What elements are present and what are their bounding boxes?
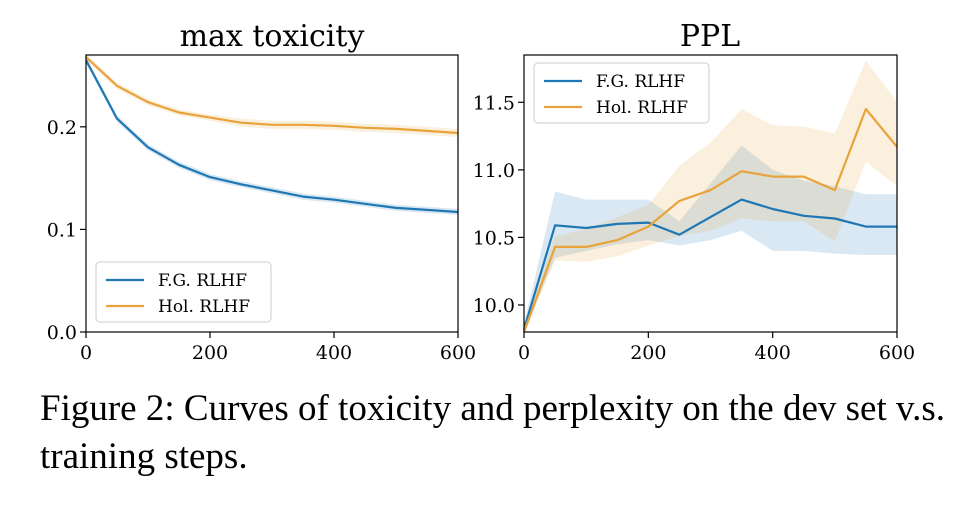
plot-frame (523, 54, 898, 333)
x-tick-label: 0 (80, 342, 92, 364)
legend: F.G. RLHF Hol. RLHF (533, 62, 710, 124)
x-tick-label: 0 (518, 342, 530, 364)
series-line-fg-rlhf (85, 59, 459, 214)
caption-label: Figure 2: (40, 388, 175, 429)
caption-text: Curves of toxicity and perplexity on the… (40, 388, 945, 477)
y-tick-label: 10.0 (473, 295, 515, 317)
chart-panel-2: PPL 0 200 400 600 10.0 10.5 11.0 11.5 F.G. RLHF Ho… (473, 19, 915, 364)
figure-caption: Figure 2: Curves of toxicity and perplex… (40, 385, 950, 481)
series-line-fg-rlhf (522, 198, 897, 330)
y-tick-label: 0.0 (47, 322, 77, 344)
legend-label-hol: Hol. RLHF (596, 98, 688, 118)
x-tick-label: 600 (879, 342, 915, 364)
band-hol (86, 54, 458, 138)
legend-label-fg: F.G. RLHF (596, 72, 685, 92)
chart-panel-1: max toxicity 0 200 400 600 0.0 0.1 0.2 F.G. RLHF… (47, 19, 476, 364)
x-tick-label: 200 (192, 342, 228, 364)
plot-frame (85, 54, 459, 333)
band-hol (524, 60, 897, 335)
x-tick-label: 400 (316, 342, 352, 364)
legend: F.G. RLHF Hol. RLHF (95, 261, 272, 323)
legend-label-hol: Hol. RLHF (158, 297, 250, 317)
y-tick-label: 0.2 (47, 117, 77, 139)
chart-title: max toxicity (180, 19, 365, 54)
legend-label-fg: F.G. RLHF (158, 271, 247, 291)
y-tick-label: 11.5 (473, 92, 515, 114)
series-line-hol-rlhf (522, 107, 898, 333)
y-tick-label: 10.5 (473, 227, 515, 249)
x-tick-label: 200 (630, 342, 666, 364)
series-line-hol-rlhf (85, 56, 459, 135)
y-tick-label: 11.0 (473, 160, 515, 182)
x-tick-label: 400 (755, 342, 791, 364)
band-fg (524, 145, 897, 332)
chart-title: PPL (680, 19, 740, 54)
y-tick-label: 0.1 (47, 219, 77, 241)
figure-charts: max toxicity 0 200 400 600 0.0 0.1 0.2 F.G. RLHF… (47, 19, 915, 364)
x-tick-label: 600 (440, 342, 476, 364)
